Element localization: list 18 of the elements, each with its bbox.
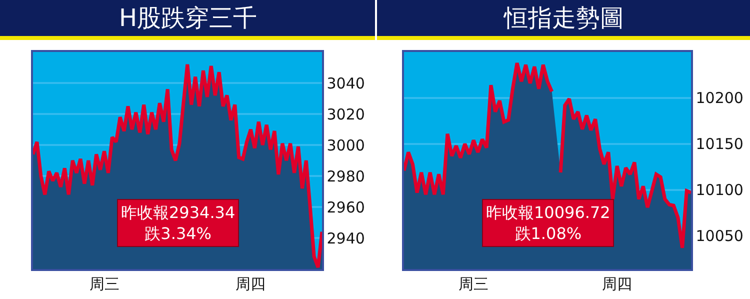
y-tick-label: 10050 xyxy=(696,227,744,246)
chart-title: 恒指走勢圖 xyxy=(503,4,624,32)
x-tick-label: 周三 xyxy=(458,274,489,293)
y-tick-label: 3040 xyxy=(326,74,365,92)
y-tick-label: 10150 xyxy=(696,135,744,154)
x-tick-label: 周四 xyxy=(602,274,632,293)
y-tick-label: 3020 xyxy=(326,105,365,124)
chart-title: H股跌穿三千 xyxy=(119,4,258,32)
x-tick-label: 周三 xyxy=(89,274,120,293)
y-tick-label: 10100 xyxy=(696,181,744,200)
annotation: 昨收報10096.72 跌1.08% xyxy=(486,203,610,243)
x-tick-label: 周四 xyxy=(236,274,266,293)
y-tick-label: 2940 xyxy=(326,229,365,248)
y-tick-label: 10200 xyxy=(696,89,744,108)
y-tick-label: 2960 xyxy=(326,198,365,216)
annotation: 昨收報2934.34 跌3.34% xyxy=(121,203,236,243)
y-tick-label: 3000 xyxy=(326,136,365,154)
y-tick-label: 2980 xyxy=(326,167,365,186)
